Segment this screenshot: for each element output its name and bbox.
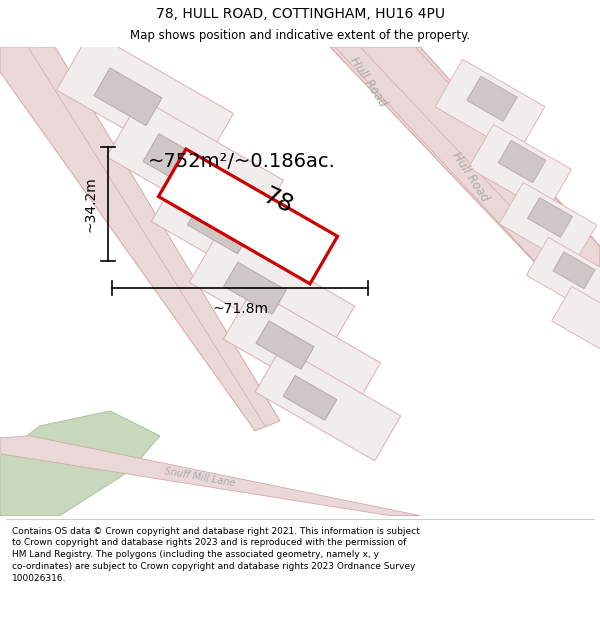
- Polygon shape: [158, 149, 338, 284]
- Polygon shape: [94, 68, 162, 126]
- Polygon shape: [151, 166, 323, 301]
- Polygon shape: [283, 376, 337, 420]
- Polygon shape: [498, 141, 546, 182]
- Polygon shape: [499, 182, 597, 266]
- Polygon shape: [527, 198, 572, 238]
- Text: 78, HULL ROAD, COTTINGHAM, HU16 4PU: 78, HULL ROAD, COTTINGHAM, HU16 4PU: [155, 7, 445, 21]
- Polygon shape: [469, 124, 571, 212]
- Polygon shape: [224, 262, 286, 314]
- Polygon shape: [526, 238, 600, 315]
- Text: Snuff Mill Lane: Snuff Mill Lane: [164, 467, 236, 489]
- Text: Hull Road: Hull Road: [347, 54, 389, 109]
- Text: ~752m²/~0.186ac.: ~752m²/~0.186ac.: [148, 152, 336, 171]
- Text: Contains OS data © Crown copyright and database right 2021. This information is : Contains OS data © Crown copyright and d…: [12, 526, 420, 582]
- Text: Map shows position and indicative extent of the property.: Map shows position and indicative extent…: [130, 29, 470, 42]
- Polygon shape: [435, 59, 545, 154]
- Polygon shape: [255, 347, 401, 461]
- Polygon shape: [467, 76, 517, 121]
- Polygon shape: [107, 98, 283, 239]
- Polygon shape: [0, 411, 160, 516]
- Polygon shape: [190, 229, 355, 359]
- Text: ~34.2m: ~34.2m: [84, 176, 98, 232]
- Polygon shape: [223, 289, 380, 413]
- Text: ~71.8m: ~71.8m: [212, 302, 268, 316]
- Polygon shape: [0, 47, 280, 431]
- Polygon shape: [187, 199, 253, 254]
- Polygon shape: [551, 286, 600, 356]
- Polygon shape: [56, 31, 233, 173]
- Polygon shape: [0, 436, 420, 516]
- Polygon shape: [256, 321, 314, 369]
- Polygon shape: [143, 134, 211, 191]
- Polygon shape: [330, 47, 600, 331]
- Polygon shape: [553, 252, 595, 289]
- Text: 78: 78: [259, 184, 297, 219]
- Text: Hull Road: Hull Road: [449, 149, 491, 204]
